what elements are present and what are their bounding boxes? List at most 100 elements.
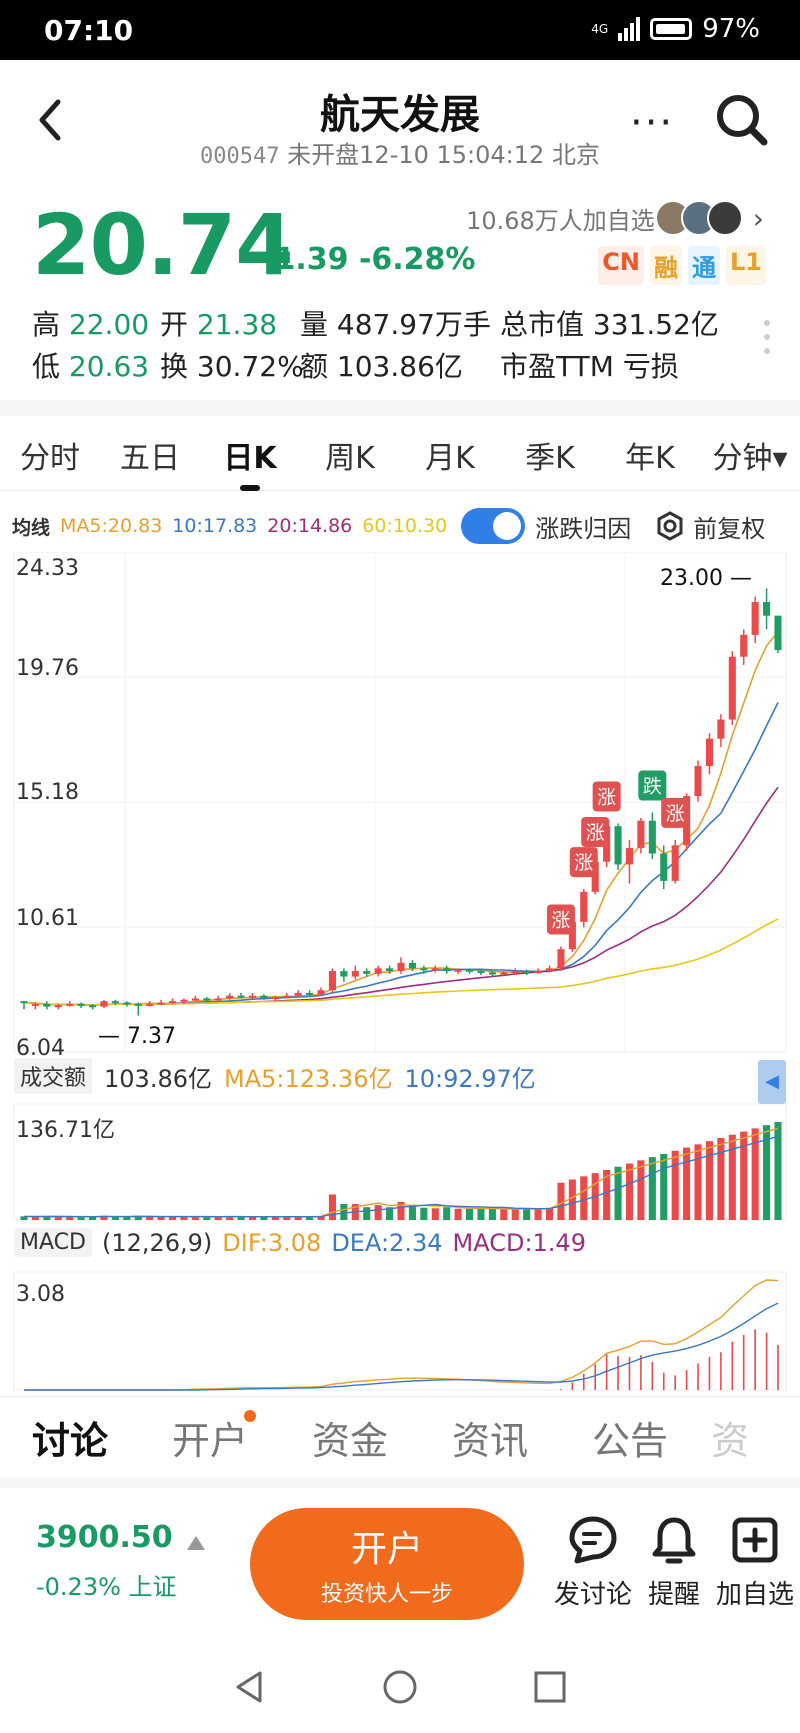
tab-weekly-k[interactable]: 周K	[325, 441, 375, 476]
candle-body	[294, 992, 302, 996]
kline-chart[interactable]: 涨涨涨涨跌涨 24.33 19.76 15.18 10.61 6.04 23.0…	[0, 552, 800, 1392]
tab-more-partial[interactable]: 资	[710, 1418, 749, 1463]
index-ticker[interactable]: 3900.50 -0.23% 上证	[36, 1520, 205, 1602]
candle-body	[248, 995, 257, 998]
nav-home-icon[interactable]	[380, 1667, 420, 1707]
axis-label-bottom: 6.04	[16, 1036, 65, 1061]
volume-bar	[488, 1208, 496, 1220]
event-label: 涨	[574, 852, 593, 874]
tab-open-account[interactable]: 开户	[140, 1409, 280, 1465]
ma-legend-row: 均线 MA5:20.83 10:17.83 20:14.86 60:10.30 …	[12, 508, 792, 544]
bell-icon	[652, 1517, 696, 1564]
alert-button[interactable]: 提醒	[629, 1514, 719, 1611]
stat-label: 总市值	[500, 308, 585, 341]
volume-bar	[123, 1216, 131, 1220]
tag-margin: 融	[650, 246, 682, 285]
tab-news[interactable]: 资讯	[451, 1418, 528, 1463]
index-name: 上证	[128, 1573, 177, 1601]
candle-body	[157, 1002, 165, 1005]
candle-body	[260, 995, 268, 999]
tab-intraday[interactable]: 分时	[20, 441, 80, 476]
gear-icon	[657, 511, 683, 541]
attribution-label: 涨跌归因	[535, 514, 632, 543]
event-marker: 涨	[569, 847, 598, 878]
candle-body	[146, 1003, 154, 1006]
volume-bar	[226, 1216, 234, 1220]
stat-low: 20.63	[68, 350, 150, 383]
stat-high: 22.00	[68, 308, 150, 341]
candle-body	[20, 1001, 28, 1004]
ma-label[interactable]: 均线	[12, 516, 51, 539]
adjust-button[interactable]: 前复权	[655, 509, 765, 544]
attribution-toggle[interactable]	[461, 508, 526, 544]
candle-body	[443, 968, 451, 972]
volume-bar	[31, 1216, 39, 1220]
nav-back-icon[interactable]	[230, 1667, 270, 1707]
candle-body	[77, 1003, 85, 1006]
candle-body	[625, 848, 634, 865]
tab-minute[interactable]: 分钟▾	[712, 441, 788, 476]
battery-level: 97%	[702, 14, 760, 44]
volume-legend-label[interactable]: 成交额	[14, 1058, 93, 1094]
stock-tags: CN 融 通 L1	[598, 246, 766, 285]
tab-five-day[interactable]: 五日	[120, 441, 180, 476]
candle-body	[511, 971, 519, 974]
axis-label-2: 19.76	[16, 656, 79, 681]
candle-body	[431, 968, 439, 971]
event-marker: 涨	[546, 904, 575, 935]
stat-amount: 103.86亿	[336, 350, 463, 383]
candle-body	[386, 968, 394, 972]
period-tabs: 分时 五日 日K 周K 月K 季K 年K 分钟▾	[0, 420, 800, 491]
search-icon[interactable]	[712, 90, 772, 150]
candle-body	[728, 656, 736, 720]
volume-bar	[545, 1207, 554, 1220]
candle-body	[763, 602, 771, 616]
tab-daily-k[interactable]: 日K	[200, 433, 300, 491]
page-title: 航天发展	[320, 92, 480, 138]
event-marker: 涨	[581, 816, 610, 847]
candle-body	[351, 971, 359, 977]
tab-discussion[interactable]: 讨论	[0, 1410, 140, 1487]
tab-quarterly-k[interactable]: 季K	[525, 441, 575, 476]
back-arrow-icon[interactable]	[30, 90, 70, 150]
macd-legend-label[interactable]: MACD	[14, 1228, 92, 1257]
event-badge	[661, 797, 690, 828]
volume-bar	[511, 1208, 519, 1220]
market-status: 未开盘12-10 15:04:12 北京	[287, 141, 600, 169]
candle-body	[774, 615, 782, 651]
tab-monthly-k[interactable]: 月K	[425, 441, 475, 476]
event-label: 涨	[666, 803, 685, 825]
stock-subtitle: 000547 未开盘12-10 15:04:12 北京	[0, 135, 800, 170]
event-badge	[592, 781, 621, 812]
nav-recents-icon[interactable]	[530, 1667, 570, 1707]
tab-funds[interactable]: 资金	[311, 1418, 388, 1463]
event-marker: 涨	[661, 797, 690, 828]
content-tabs: 讨论 开户 资金 资讯 公告 资	[0, 1396, 800, 1487]
tab-announcements[interactable]: 公告	[591, 1418, 668, 1463]
notification-dot	[244, 1409, 256, 1422]
event-marker: 跌	[638, 770, 667, 801]
event-label: 涨	[597, 786, 616, 808]
candle-body	[751, 602, 759, 635]
candle-body	[89, 1005, 97, 1008]
volume-bar	[374, 1205, 382, 1220]
volume-bar	[317, 1215, 325, 1220]
volume-bar	[500, 1209, 508, 1220]
index-value: 3900.50	[36, 1520, 173, 1555]
tab-yearly-k[interactable]: 年K	[625, 441, 675, 476]
ma60-value: 60:10.30	[362, 515, 448, 537]
candle-body	[54, 1005, 62, 1008]
candle-body	[317, 990, 325, 995]
post-discussion-label: 发讨论	[553, 1580, 632, 1610]
signal-icon	[618, 17, 641, 41]
watchers-row[interactable]: 10.68万人加自选 ›	[466, 200, 764, 236]
collapse-indicator-icon[interactable]: ◀	[758, 1060, 786, 1104]
event-badge	[569, 847, 598, 878]
section-divider	[0, 400, 800, 416]
add-watchlist-button[interactable]: 加自选	[710, 1514, 800, 1611]
more-menu-icon[interactable]: ···	[630, 100, 675, 146]
open-account-button[interactable]: 开户 投资快人一步	[250, 1508, 524, 1620]
expand-stats-icon[interactable]	[764, 320, 770, 354]
post-discussion-button[interactable]: 发讨论	[548, 1514, 638, 1611]
volume-bar	[363, 1207, 371, 1220]
